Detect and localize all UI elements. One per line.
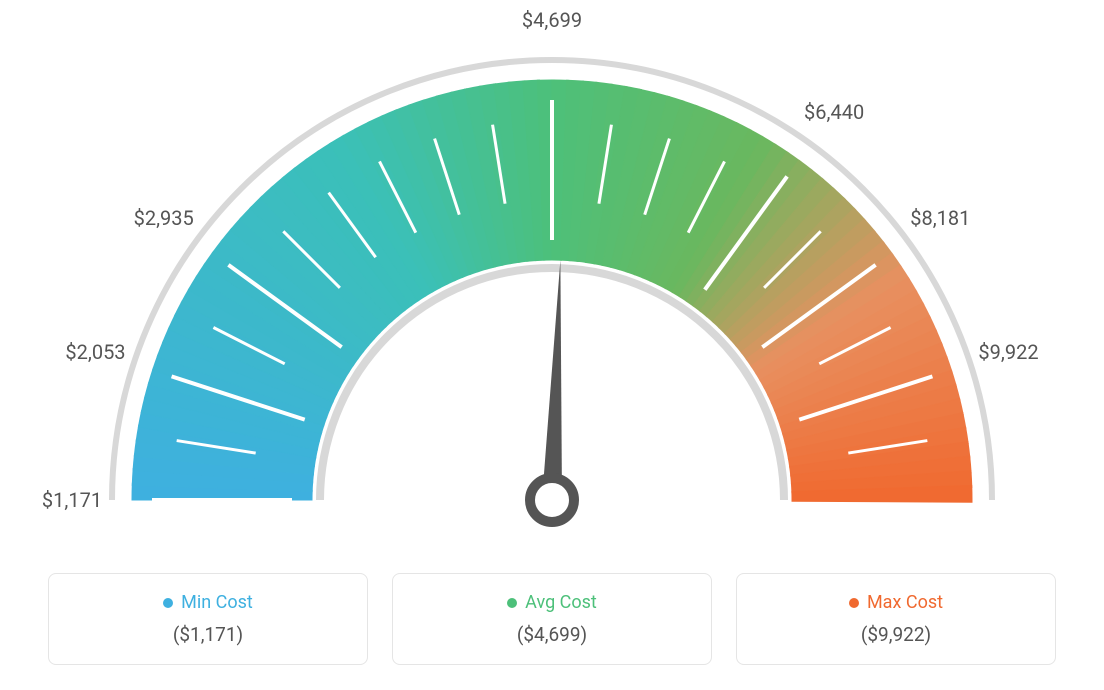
cost-gauge: $1,171 $2,053 $2,935 $4,699 $6,440 $8,181 $9,9… [0, 0, 1104, 540]
gauge-svg [0, 0, 1104, 560]
legend-dot-avg [507, 598, 517, 608]
gauge-tick-label: $2,935 [134, 206, 194, 230]
legend-card-max: Max Cost ($9,922) [736, 573, 1056, 665]
legend-value-avg: ($4,699) [413, 623, 691, 646]
legend-label-avg: Avg Cost [525, 592, 597, 613]
gauge-tick-label: $8,181 [910, 206, 970, 230]
legend-value-min: ($1,171) [69, 623, 347, 646]
legend-dot-min [163, 598, 173, 608]
legend-title-max: Max Cost [757, 592, 1035, 613]
gauge-tick-label: $4,699 [522, 8, 582, 32]
gauge-tick-label: $1,171 [42, 488, 102, 512]
legend-value-max: ($9,922) [757, 623, 1035, 646]
legend-title-avg: Avg Cost [413, 592, 691, 613]
legend-dot-max [849, 598, 859, 608]
legend-title-min: Min Cost [69, 592, 347, 613]
gauge-tick-label: $6,440 [804, 100, 864, 124]
gauge-tick-label: $2,053 [65, 340, 125, 364]
legend-card-avg: Avg Cost ($4,699) [392, 573, 712, 665]
legend-row: Min Cost ($1,171) Avg Cost ($4,699) Max … [0, 573, 1104, 665]
legend-label-max: Max Cost [867, 592, 943, 613]
legend-label-min: Min Cost [181, 592, 253, 613]
legend-card-min: Min Cost ($1,171) [48, 573, 368, 665]
gauge-tick-label: $9,922 [978, 340, 1038, 364]
